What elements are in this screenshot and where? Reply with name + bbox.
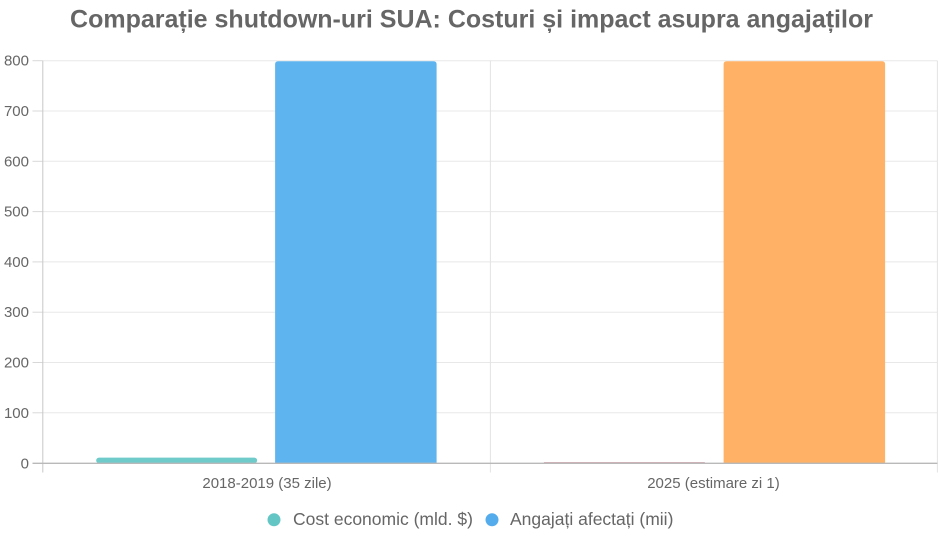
svg-text:500: 500 [4,204,29,221]
svg-text:Comparație shutdown-uri SUA: C: Comparație shutdown-uri SUA: Costuri și … [70,6,873,34]
svg-text:0: 0 [21,455,29,472]
svg-text:800: 800 [4,53,29,70]
svg-text:Cost economic (mld. $): Cost economic (mld. $) [293,509,473,529]
svg-text:Angajați afectați (mii): Angajați afectați (mii) [510,509,673,529]
svg-text:200: 200 [4,355,29,372]
svg-text:2018-2019 (35 zile): 2018-2019 (35 zile) [202,475,331,492]
svg-text:2025 (estimare zi 1): 2025 (estimare zi 1) [647,475,780,492]
svg-text:400: 400 [4,254,29,271]
svg-text:700: 700 [4,103,29,120]
svg-text:100: 100 [4,405,29,422]
svg-text:600: 600 [4,153,29,170]
svg-text:300: 300 [4,304,29,321]
